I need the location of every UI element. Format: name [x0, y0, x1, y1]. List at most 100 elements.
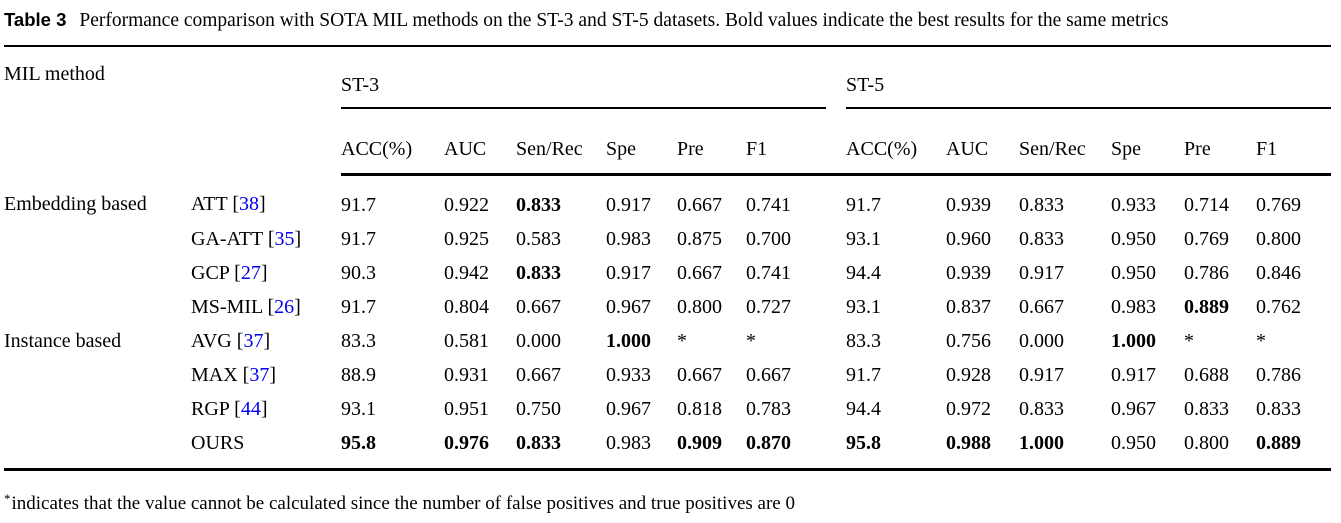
- citation-link[interactable]: 27: [240, 261, 261, 284]
- metric-value: *: [1184, 329, 1195, 352]
- citation-link[interactable]: 26: [274, 295, 295, 318]
- col-header-st5-auc: AUC: [946, 109, 1020, 176]
- method-label: RGP: [191, 397, 230, 420]
- citation-link[interactable]: 37: [249, 363, 270, 386]
- metric-value: 91.7: [341, 295, 377, 318]
- metric-value: 88.9: [341, 363, 377, 386]
- metric-value: *: [677, 329, 688, 352]
- metric-value: 0.917: [1111, 363, 1157, 386]
- method-label: ATT: [191, 192, 228, 215]
- cite-close: ]: [294, 227, 302, 250]
- metric-value: 0.939: [946, 261, 992, 284]
- citation-link[interactable]: 44: [240, 397, 261, 420]
- method-label: OURS: [191, 431, 245, 454]
- col-header-st5-senrec: Sen/Rec: [1019, 109, 1112, 176]
- method-cell: ATT [38]: [191, 175, 341, 223]
- method-category: [4, 426, 191, 470]
- metric-value: 0.833: [516, 431, 562, 454]
- metric-value: 0.988: [946, 431, 992, 454]
- metric-header-row: ACC(%) AUC Sen/Rec Spe Pre F1 ACC(%) AUC…: [4, 109, 1332, 176]
- cite-close: ]: [258, 192, 266, 215]
- col-header-st3-pre: Pre: [677, 109, 747, 176]
- method-cell: MAX [37]: [191, 358, 341, 392]
- metric-value: 0.967: [606, 397, 652, 420]
- method-label: GA-ATT: [191, 227, 263, 250]
- cite-close: ]: [294, 295, 301, 318]
- metric-value: 91.7: [846, 193, 882, 216]
- table-row: GA-ATT [35] 91.7 0.925 0.583 0.983 0.875 0.70…: [4, 222, 1331, 256]
- table-caption-text: Performance comparison with SOTA MIL met…: [79, 10, 1169, 31]
- col-header-st3-auc: AUC: [444, 109, 517, 176]
- citation-link[interactable]: 38: [238, 192, 259, 215]
- cite-open: [: [231, 329, 244, 352]
- col-header-st3-acc: ACC(%): [341, 109, 445, 176]
- metric-value: 0.833: [1256, 397, 1302, 420]
- method-category: Embedding based: [4, 192, 147, 215]
- metric-value: 0.667: [677, 363, 723, 386]
- metric-value: 0.833: [1019, 397, 1065, 420]
- metric-value: 95.8: [341, 431, 377, 454]
- cite-open: [: [237, 363, 250, 386]
- metric-value: 0.769: [1184, 227, 1230, 250]
- col-header-st3-spe: Spe: [606, 109, 678, 176]
- metric-value: 0.917: [1019, 261, 1065, 284]
- metric-value: 0.833: [1184, 397, 1230, 420]
- citation-link[interactable]: 37: [243, 329, 264, 352]
- metric-value: 1.000: [606, 329, 652, 352]
- metric-value: 0.983: [606, 431, 652, 454]
- metric-value: 0.714: [1184, 193, 1230, 216]
- method-label: MAX: [191, 363, 238, 386]
- metric-value: 94.4: [846, 397, 882, 420]
- metric-value: 0.583: [516, 227, 562, 250]
- table-row: RGP [44] 93.1 0.951 0.750 0.967 0.818 0.783 94…: [4, 392, 1331, 426]
- metric-value: 0.889: [1184, 295, 1230, 318]
- metric-value: 0.833: [516, 261, 562, 284]
- metric-value: 0.833: [1019, 227, 1065, 250]
- col-header-st5-f1: F1: [1256, 109, 1332, 176]
- group-header-row: MIL method ST-3 ST-5: [4, 46, 1332, 109]
- method-category: [4, 358, 191, 392]
- metric-value: 0.909: [677, 431, 723, 454]
- metric-value: *: [1256, 329, 1267, 352]
- metric-value: 0.870: [746, 431, 792, 454]
- metric-value: 0.917: [606, 193, 652, 216]
- metric-value: 90.3: [341, 261, 377, 284]
- metric-value: 0.000: [1019, 329, 1065, 352]
- metric-value: 0.783: [746, 397, 792, 420]
- metric-value: 0.818: [677, 397, 723, 420]
- metric-value: 94.4: [846, 261, 882, 284]
- table-header: MIL method ST-3 ST-5 ACC(%) AUC Sen/Rec …: [4, 46, 1332, 176]
- method-cell: RGP [44]: [191, 392, 341, 426]
- metric-value: 0.769: [1256, 193, 1302, 216]
- metric-value: 0.581: [444, 329, 490, 352]
- metric-value: 0.667: [746, 363, 792, 386]
- metric-value: 0.786: [1256, 363, 1302, 386]
- metric-value: 0.833: [1019, 193, 1065, 216]
- method-category: [4, 222, 191, 256]
- metric-value: 0.972: [946, 397, 992, 420]
- metric-value: 93.1: [846, 227, 882, 250]
- metric-value: 0.667: [677, 261, 723, 284]
- metric-value: 0.750: [516, 397, 562, 420]
- col-header-st5-acc: ACC(%): [846, 109, 947, 176]
- metric-value: 0.800: [1256, 227, 1302, 250]
- metric-value: 0.786: [1184, 261, 1230, 284]
- table-row: MS-MIL [26] 91.7 0.804 0.667 0.967 0.800 0.72…: [4, 290, 1331, 324]
- metric-value: 83.3: [846, 329, 882, 352]
- metric-value: 0.837: [946, 295, 992, 318]
- cite-close: ]: [260, 261, 268, 284]
- citation-link[interactable]: 35: [274, 227, 295, 250]
- group-header-st5: ST-5: [846, 46, 1332, 109]
- metric-value: 0.875: [677, 227, 723, 250]
- method-label: MS-MIL: [191, 295, 263, 318]
- method-category: [4, 290, 191, 324]
- metric-value: 0.942: [444, 261, 490, 284]
- method-label: GCP: [191, 261, 230, 284]
- group-label-st5: ST-5: [846, 74, 885, 96]
- table-body: Embedding based ATT [38] 91.7 0.922 0.833 0…: [4, 175, 1331, 470]
- metric-value: 83.3: [341, 329, 377, 352]
- metric-value: 0.667: [1019, 295, 1065, 318]
- table-row: Instance based AVG [37] 83.3 0.581 0.000 1.…: [4, 324, 1331, 358]
- method-cell: MS-MIL [26]: [191, 290, 341, 324]
- cite-close: ]: [263, 329, 271, 352]
